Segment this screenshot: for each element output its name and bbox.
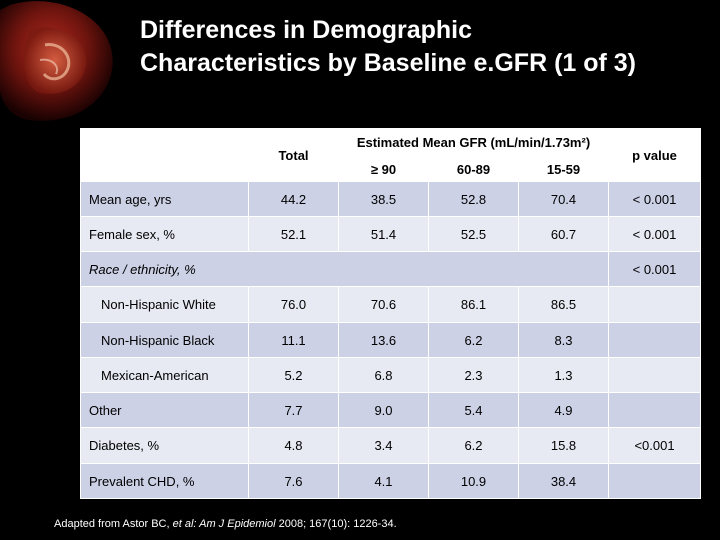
cell-gfr-60-89: 6.2 [428,427,519,464]
cell-gfr-60-89: 86.1 [428,286,519,323]
table-header-row: Total Estimated Mean GFR (mL/min/1.73m²)… [80,128,701,182]
header-gfr-15-59: 15-59 [518,156,609,182]
cell-gfr-90: 9.0 [338,392,429,428]
row-label: Non-Hispanic Black [80,322,249,358]
title-line-2: Characteristics by Baseline e.GFR (1 of … [140,49,637,77]
cell-gfr-60-89: 2.3 [428,357,519,393]
footnote-journal: et al: Am J Epidemiol [172,518,276,530]
cell-p-value [608,357,701,393]
cell-gfr-60-89: 5.4 [428,392,519,428]
cell-p-value [608,463,701,499]
row-label: Other [80,392,249,428]
row-label: Prevalent CHD, % [80,463,249,499]
cell-total: 76.0 [248,286,339,323]
cell-total: 52.1 [248,216,339,252]
cell-total: 7.7 [248,392,339,428]
header-p-value: p value [608,128,701,182]
cell-gfr-90: 4.1 [338,463,429,499]
table-row: Race / ethnicity, % < 0.001 [80,251,701,287]
cell-gfr-15-59: 38.4 [518,463,609,499]
cell-gfr-15-59: 70.4 [518,181,609,217]
cell-gfr-90: 70.6 [338,286,429,323]
cell-gfr-15-59: 60.7 [518,216,609,252]
cell-p-value [608,392,701,428]
table-subheader-row: ≥ 90 60-89 15-59 [81,156,701,182]
title-line-1: Differences in Demographic [140,16,473,44]
cell-total: 4.8 [248,427,339,464]
cell-gfr-15-59: 86.5 [518,286,609,323]
citation-footnote: Adapted from Astor BC, et al: Am J Epide… [54,518,397,530]
cell-gfr-15-59: 1.3 [518,357,609,393]
cell-p-value [608,322,701,358]
cell-gfr-60-89: 6.2 [428,322,519,358]
table-row: Non-Hispanic White 76.0 70.6 86.1 86.5 [80,286,701,323]
cell-p-value [608,286,701,323]
cell-p-value: <0.001 [608,427,701,464]
cell-total: 44.2 [248,181,339,217]
cell-gfr-15-59: 8.3 [518,322,609,358]
cell-gfr-15-59: 4.9 [518,392,609,428]
cell-gfr-90: 3.4 [338,427,429,464]
cell-gfr-90: 13.6 [338,322,429,358]
slide-title: Differences in Demographic Characteristi… [140,14,710,80]
cell-total: 7.6 [248,463,339,499]
row-label: Mean age, yrs [80,181,249,217]
header-empty-cell [80,128,249,182]
header-total: Total [248,128,339,182]
row-label: Race / ethnicity, % [80,251,609,287]
table-row: Other 7.7 9.0 5.4 4.9 [80,392,701,428]
table-row: Mean age, yrs 44.2 38.5 52.8 70.4 < 0.00… [80,181,701,217]
cell-gfr-15-59: 15.8 [518,427,609,464]
cell-total: 11.1 [248,322,339,358]
kidney-illustration [0,1,113,121]
table-row: Mexican-American 5.2 6.8 2.3 1.3 [80,357,701,393]
cell-gfr-60-89: 52.5 [428,216,519,252]
row-label: Non-Hispanic White [80,286,249,323]
header-gfr-90: ≥ 90 [338,156,429,182]
cell-gfr-90: 38.5 [338,181,429,217]
cell-p-value: < 0.001 [608,251,701,287]
cell-gfr-90: 6.8 [338,357,429,393]
cell-p-value: < 0.001 [608,181,701,217]
header-gfr-60-89: 60-89 [428,156,519,182]
cell-gfr-60-89: 52.8 [428,181,519,217]
table-row: Prevalent CHD, % 7.6 4.1 10.9 38.4 [80,463,701,499]
cell-gfr-60-89: 10.9 [428,463,519,499]
row-label: Mexican-American [80,357,249,393]
cell-total: 5.2 [248,357,339,393]
table-row: Female sex, % 52.1 51.4 52.5 60.7 < 0.00… [80,216,701,252]
demographics-table: Total Estimated Mean GFR (mL/min/1.73m²)… [80,128,701,499]
table-row: Diabetes, % 4.8 3.4 6.2 15.8 <0.001 [80,427,701,464]
footnote-suffix: 2008; 167(10): 1226-34. [275,518,397,530]
header-gfr-group: Estimated Mean GFR (mL/min/1.73m²) [338,128,609,157]
row-label: Female sex, % [80,216,249,252]
cell-gfr-90: 51.4 [338,216,429,252]
footnote-prefix: Adapted from Astor BC, [54,518,173,530]
row-label: Diabetes, % [80,427,249,464]
cell-p-value: < 0.001 [608,216,701,252]
table-row: Non-Hispanic Black 11.1 13.6 6.2 8.3 [80,322,701,358]
